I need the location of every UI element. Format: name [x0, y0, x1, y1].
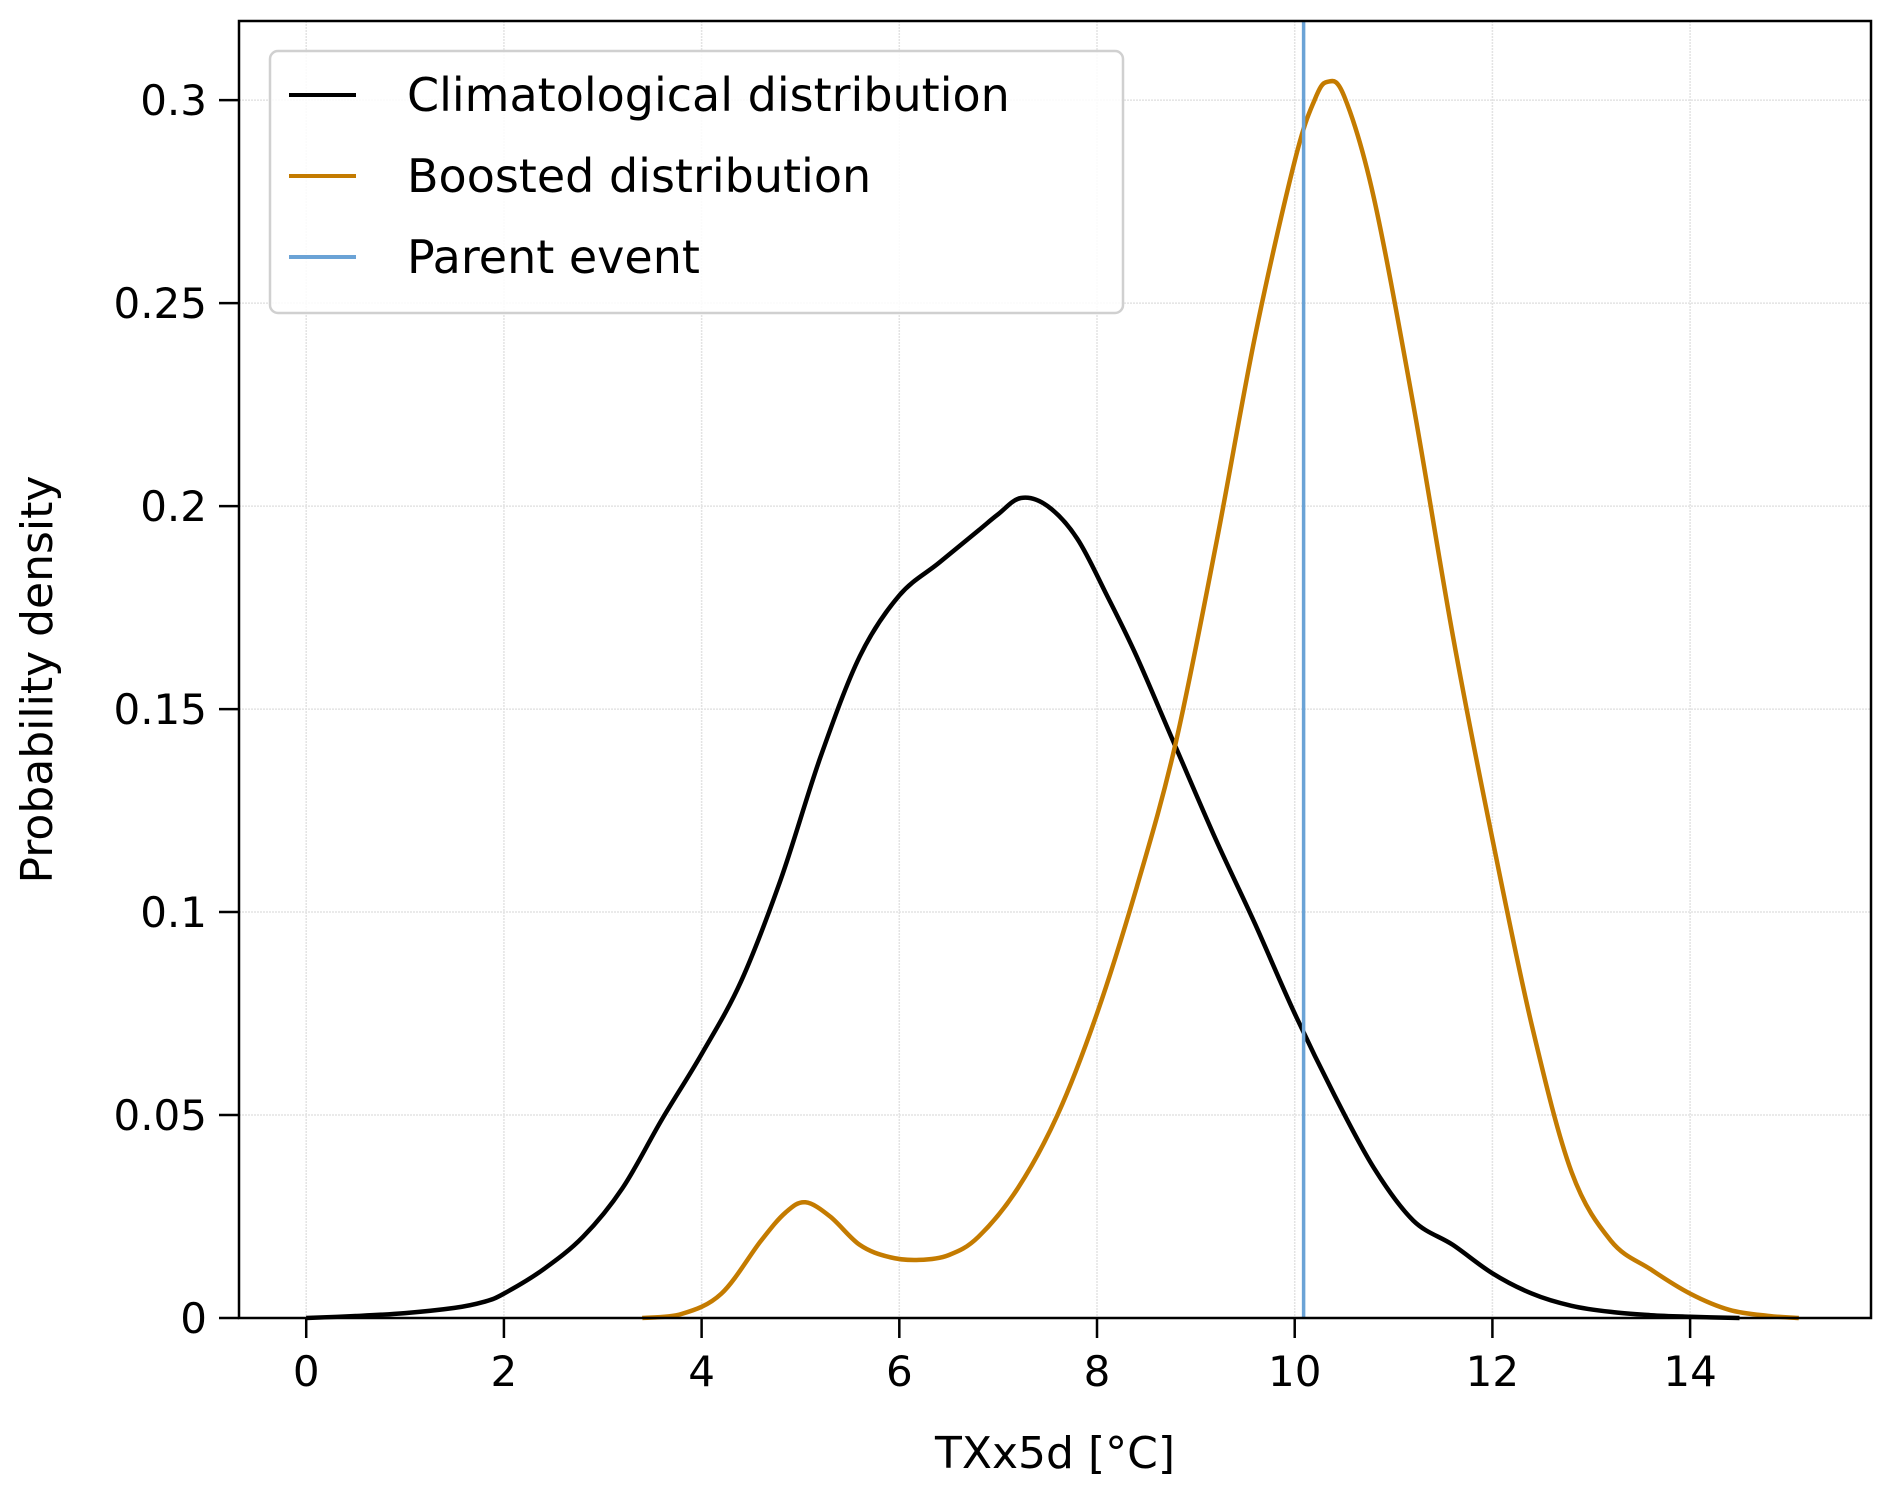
- x-tick-label: 10: [1268, 1347, 1321, 1396]
- y-tick-label: 0.25: [113, 279, 207, 328]
- y-tick-label: 0.1: [140, 888, 207, 937]
- x-axis: 0 2 4 6 8 10 12 14: [293, 1318, 1717, 1396]
- axes-frame: [237, 19, 1873, 1320]
- plot-area: [306, 21, 1799, 1321]
- y-tick-label: 0.3: [140, 76, 207, 125]
- x-tick-label: 0: [293, 1347, 320, 1396]
- y-tick-label: 0.05: [113, 1091, 207, 1140]
- legend-box: [268, 49, 1125, 315]
- y-tick-label: 0.2: [140, 482, 207, 531]
- x-tick-label: 8: [1084, 1347, 1111, 1396]
- y-tick-label: 0: [180, 1294, 207, 1343]
- legend-label-climatological: Climatological distribution: [407, 68, 1010, 122]
- y-axis: 0 0.05 0.1 0.15 0.2 0.25 0.3: [113, 76, 239, 1343]
- climatological-distribution-line: [306, 495, 1740, 1321]
- y-tick-label: 0.15: [113, 685, 207, 734]
- x-tick-label: 12: [1466, 1347, 1519, 1396]
- x-tick-label: 2: [491, 1347, 518, 1396]
- legend-label-boosted: Boosted distribution: [407, 149, 871, 203]
- legend-label-parent-event: Parent event: [407, 230, 700, 284]
- y-axis-label: Probability density: [12, 476, 63, 884]
- x-axis-label: TXx5d [°C]: [934, 1428, 1175, 1479]
- boosted-distribution-line: [642, 78, 1799, 1321]
- legend: Climatological distribution Boosted dist…: [268, 49, 1125, 315]
- x-tick-label: 6: [886, 1347, 913, 1396]
- x-tick-label: 4: [688, 1347, 715, 1396]
- x-tick-label: 14: [1663, 1347, 1716, 1396]
